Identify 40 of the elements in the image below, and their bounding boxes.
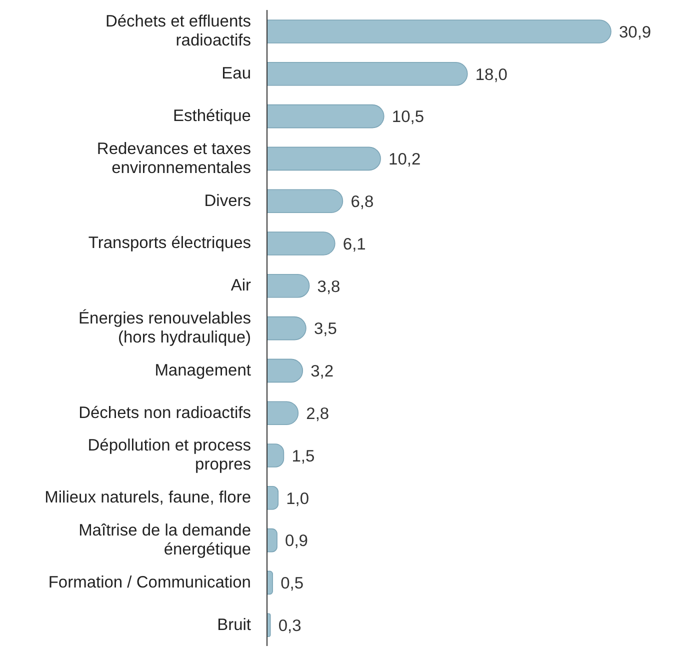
y-tick-label: Bruit	[217, 616, 252, 634]
y-tick-label: Déchets et effluents radioactifs	[105, 12, 251, 50]
y-tick-label: Divers	[204, 192, 251, 210]
bar	[266, 232, 336, 256]
bar	[266, 62, 468, 86]
bar	[266, 189, 344, 213]
data-label: 3,5	[314, 320, 337, 338]
data-label: 0,9	[285, 532, 308, 550]
bar	[266, 316, 306, 340]
bar	[266, 146, 381, 171]
data-label: 2,8	[306, 404, 330, 423]
bar	[266, 528, 278, 552]
data-label: 6,1	[342, 235, 366, 254]
y-tick-label: Esthétique	[173, 107, 251, 125]
y-tick-label: Transports électriques	[88, 234, 251, 252]
data-label: 6,8	[350, 192, 374, 211]
bar	[266, 104, 384, 128]
bar	[266, 20, 612, 44]
y-tick-label: Dépollution et process propres	[88, 436, 251, 474]
bar	[266, 486, 279, 510]
y-tick-label: Eau	[222, 64, 251, 83]
data-label: 0,3	[278, 616, 302, 635]
data-label: 18,0	[475, 66, 508, 84]
y-tick-label: Air	[230, 276, 252, 295]
y-tick-label: Milieux naturels, faune, flore	[44, 488, 251, 507]
data-label: 3,8	[317, 278, 340, 296]
data-label: 10,5	[392, 108, 424, 126]
data-label: 1,5	[292, 447, 315, 466]
data-label: 1,0	[286, 490, 310, 508]
data-label: 3,2	[310, 362, 334, 381]
y-tick-label: Management	[154, 361, 252, 380]
data-label: 30,9	[619, 23, 652, 42]
y-tick-label: Formation / Communication	[48, 573, 251, 592]
y-tick-label: Maîtrise de la demande énergétique	[78, 522, 251, 558]
y-tick-label: Déchets non radioactifs	[78, 404, 251, 422]
bar	[266, 274, 310, 298]
y-tick-label: Redevances et taxes environnementales	[96, 140, 251, 177]
y-tick-label: Énergies renouvelables (hors hydraulique)	[78, 308, 251, 346]
data-label: 10,2	[388, 150, 421, 169]
data-label: 0,5	[280, 574, 304, 593]
